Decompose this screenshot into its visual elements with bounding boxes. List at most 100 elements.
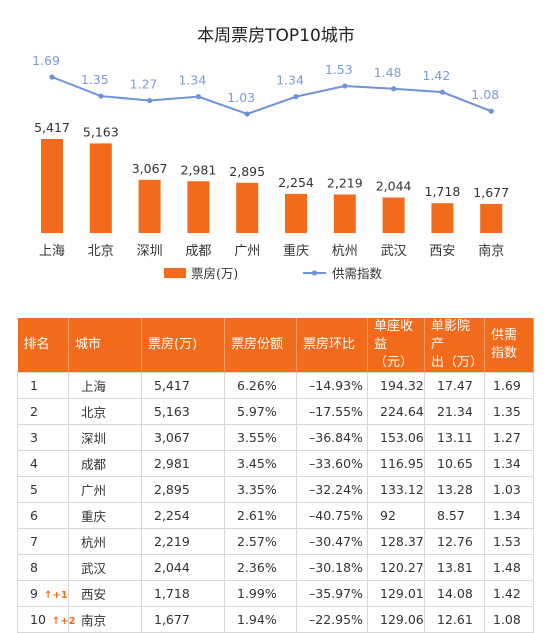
table-cell: 224.64 (367, 398, 425, 425)
table-cell: 129.01 (367, 580, 425, 607)
table-cell: 2.36% (224, 554, 297, 581)
bar-9 (431, 203, 454, 233)
table-cell: 8.57 (424, 502, 485, 529)
table-row: 2 北京 5,163 5.97% –17.55% 224.64 21.34 1.35 (17, 398, 534, 425)
bar-4 (187, 181, 210, 233)
rank-value: 1 (30, 378, 38, 393)
line-point (98, 93, 104, 99)
column-header-text: 益（元） (374, 337, 414, 370)
line-value-label: 1.42 (422, 68, 450, 83)
table-cell: 133.12 (367, 476, 425, 503)
line-point (293, 94, 299, 100)
line-value-label: 1.27 (130, 77, 158, 92)
bar-value-label: 1,677 (473, 185, 509, 200)
table-cell: 上海 (68, 372, 142, 399)
table-cell: 1.03 (484, 476, 534, 503)
table-row: 7 杭州 2,219 2.57% –30.47% 128.37 12.76 1.53 (17, 528, 534, 555)
table-cell: 1.34 (484, 502, 534, 529)
category-label: 南京 (478, 243, 504, 259)
rank-cell: 6 (17, 502, 69, 529)
table-cell: 1.94% (224, 606, 297, 633)
column-header-text: 指数 (491, 346, 518, 361)
chart-title: 本周票房TOP10城市 (197, 26, 355, 46)
bar-value-label: 2,044 (376, 179, 412, 194)
bar-value-label: 2,981 (181, 162, 217, 177)
table-cell: 1.08 (484, 606, 534, 633)
table-cell: 3,067 (141, 424, 225, 451)
table-cell: 116.95 (367, 450, 425, 477)
bar-7 (333, 194, 356, 233)
table-cell: 120.27 (367, 554, 425, 581)
rank-up-badge: ↑+1 (43, 590, 68, 601)
legend-line-marker (311, 270, 318, 276)
table-row: 9 ↑+1 西安 1,718 1.99% –35.97% 129.01 14.08 1.42 (17, 580, 534, 607)
column-header-text: 供需 (491, 328, 518, 343)
rank-cell: 1 (17, 372, 69, 399)
rank-value: 8 (30, 560, 38, 575)
line-value-label: 1.34 (276, 73, 304, 88)
line-point (391, 86, 397, 92)
column-header: 单座收 益（元） (367, 318, 425, 373)
column-header-text: 排名 (23, 337, 50, 352)
table-cell: 2.57% (224, 528, 297, 555)
table-cell: –22.95% (296, 606, 368, 633)
table-cell: –36.84% (296, 424, 368, 451)
line-value-label: 1.03 (227, 90, 255, 105)
table-cell: 1.42 (484, 580, 534, 607)
table-row: 5 广州 2,895 3.35% –32.24% 133.12 13.28 1.03 (17, 476, 534, 503)
rank-cell: 5 (17, 476, 69, 503)
table-cell: 1,677 (141, 606, 225, 633)
table-cell: 13.11 (424, 424, 485, 451)
column-header: 票房环比 (296, 318, 368, 373)
table-cell: 5,417 (141, 372, 225, 399)
supply-demand-line (51, 76, 492, 116)
column-header: 票房份额 (224, 318, 297, 373)
bar-5 (236, 182, 259, 233)
table-cell: 6.26% (224, 372, 297, 399)
bar-value-label: 5,417 (34, 120, 70, 135)
table-cell: –14.93% (296, 372, 368, 399)
rank-cell: 7 (17, 528, 69, 555)
table-cell: 128.37 (367, 528, 425, 555)
table-cell: 5,163 (141, 398, 225, 425)
column-header: 排名 (17, 318, 69, 373)
rank-value: 7 (30, 534, 38, 549)
table-cell: 2,219 (141, 528, 225, 555)
box-office-table: 排名 城市 票房(万) 票房份额 票房环比 单座收 益（元） 单影院产 出（万） 供需 指数 1 上海… (17, 318, 534, 633)
rank-value: 3 (30, 430, 38, 445)
line-point (488, 108, 494, 114)
line-value-label: 1.53 (325, 62, 353, 77)
rank-value: 9 (30, 586, 38, 601)
table-cell: 3.45% (224, 450, 297, 477)
table-cell: 21.34 (424, 398, 485, 425)
rank-up-badge: ↑+2 (51, 616, 76, 627)
category-label: 北京 (88, 244, 114, 259)
column-header: 供需 指数 (484, 318, 534, 373)
line-point (244, 111, 250, 117)
table-cell: 深圳 (68, 424, 142, 451)
table-cell: 13.28 (424, 476, 485, 503)
table-cell: 1.48 (484, 554, 534, 581)
line-point (439, 89, 445, 95)
legend-bar-swatch (164, 268, 186, 278)
table-cell: 北京 (68, 398, 142, 425)
table-cell: 3.55% (224, 424, 297, 451)
rank-cell: 10 ↑+2 (17, 606, 76, 633)
table-cell: 3.35% (224, 476, 297, 503)
table-cell: 2,981 (141, 450, 225, 477)
table-cell: 2.61% (224, 502, 297, 529)
table-cell: 2,254 (141, 502, 225, 529)
column-header: 票房(万) (141, 318, 225, 373)
table-cell: 12.76 (424, 528, 485, 555)
rank-cell: 8 (17, 554, 69, 581)
table-cell: 2,895 (141, 476, 225, 503)
table-cell: 1.53 (484, 528, 534, 555)
bar-10 (480, 203, 503, 233)
line-point (147, 97, 153, 104)
column-header-text: 票房份额 (231, 337, 284, 352)
bar-6 (285, 193, 307, 233)
table-row: 10 ↑+2 南京 1,677 1.94% –22.95% 129.06 12.61 1.08 (17, 606, 534, 633)
legend-bar-label: 票房(万) (191, 266, 238, 281)
bar-value-label: 3,067 (132, 161, 168, 176)
column-header: 单影院产 出（万） (424, 318, 485, 373)
